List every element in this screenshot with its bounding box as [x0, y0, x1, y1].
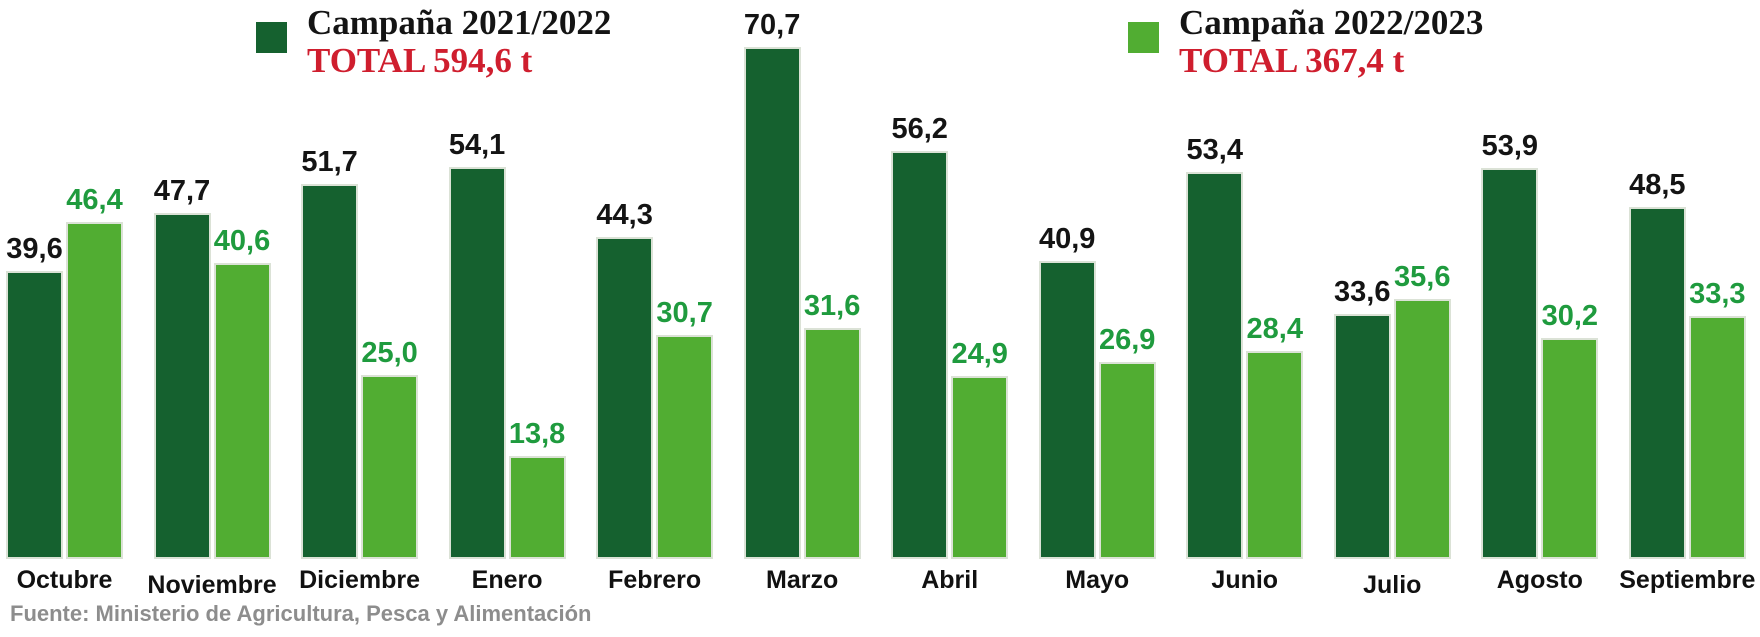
month-group-noviembre: 47,7 40,6 Noviembre — [147, 175, 276, 599]
value-label: 40,9 — [1038, 223, 1096, 255]
value-label: 40,6 — [213, 225, 271, 257]
month-group-febrero: 44,3 30,7 Febrero — [596, 199, 713, 594]
value-label: 24,9 — [951, 338, 1008, 370]
month-label-mayo: Mayo — [1065, 566, 1130, 594]
value-label: 28,4 — [1246, 313, 1303, 345]
value-label: 31,6 — [803, 290, 861, 322]
legend-swatch-light-green — [1128, 22, 1159, 53]
legend-total-2021-2022: TOTAL 594,6 t — [307, 41, 533, 80]
month-label-diciembre: Diciembre — [299, 566, 421, 594]
bar-2022-2023-enero: 13,8 — [509, 418, 565, 557]
value-label: 46,4 — [66, 184, 123, 216]
bar-2022-2023-diciembre: 25,0 — [361, 337, 418, 557]
value-label: 56,2 — [891, 113, 948, 145]
bar-2022-2023-agosto: 30,2 — [1542, 300, 1598, 557]
month-group-mayo: 40,9 26,9 Mayo — [1039, 223, 1155, 594]
value-label: 44,3 — [596, 199, 653, 231]
legend-label-2022-2023: Campaña 2022/2023 — [1179, 3, 1484, 42]
value-label: 33,3 — [1689, 278, 1746, 310]
legend-total-2022-2023: TOTAL 367,4 t — [1179, 41, 1405, 80]
bar-2021-2022-octubre: 39,6 — [6, 233, 63, 557]
bar-2021-2022-julio: 33,6 — [1334, 276, 1391, 557]
value-label: 30,7 — [656, 297, 713, 329]
bar-2021-2022-diciembre: 51,7 — [301, 146, 358, 557]
month-group-enero: 54,1 13,8 Enero — [449, 129, 565, 594]
value-label: 13,8 — [508, 418, 566, 450]
month-group-octubre: 39,6 46,4 Octubre — [6, 184, 123, 594]
value-label: 35,6 — [1394, 261, 1451, 293]
source-attribution: Fuente: Ministerio de Agricultura, Pesca… — [10, 601, 592, 626]
legend-text-2021-2022: Campaña 2021/2022 TOTAL 594,6 t — [307, 4, 611, 80]
month-label-julio: Julio — [1363, 571, 1422, 599]
value-label: 53,9 — [1481, 130, 1539, 162]
month-group-junio: 53,4 28,4 Junio — [1187, 134, 1303, 594]
legend-2022-2023: Campaña 2022/2023 TOTAL 367,4 t — [1128, 4, 1483, 80]
bar-2021-2022-junio: 53,4 — [1187, 134, 1243, 557]
month-label-abril: Abril — [921, 566, 979, 594]
bar-chart: 39,6 46,4 Octubre 47,7 40,6 Noviembre 51,7 25,0… — [6, 9, 1755, 599]
value-label: 54,1 — [448, 129, 506, 161]
month-label-agosto: Agosto — [1496, 566, 1583, 594]
bar-2022-2023-febrero: 30,7 — [656, 297, 713, 557]
legend-text-2022-2023: Campaña 2022/2023 TOTAL 367,4 t — [1179, 4, 1483, 80]
value-label: 70,7 — [743, 9, 801, 41]
value-label: 39,6 — [6, 233, 63, 265]
value-label: 51,7 — [301, 146, 358, 178]
bar-2022-2023-octubre: 46,4 — [66, 184, 123, 557]
value-label: 48,5 — [1629, 169, 1686, 201]
month-group-septiembre: 48,5 33,3 Septiembre — [1619, 169, 1755, 594]
bar-2021-2022-agosto: 53,9 — [1482, 130, 1538, 557]
month-label-junio: Junio — [1211, 566, 1279, 594]
month-label-octubre: Octubre — [16, 566, 113, 594]
month-label-febrero: Febrero — [608, 566, 702, 594]
bar-2022-2023-julio: 35,6 — [1394, 261, 1451, 557]
value-label: 47,7 — [153, 175, 211, 207]
month-label-marzo: Marzo — [766, 566, 839, 594]
bar-2022-2023-marzo: 31,6 — [804, 290, 860, 557]
month-group-julio: 33,6 35,6 Julio — [1334, 261, 1451, 599]
month-label-septiembre: Septiembre — [1619, 566, 1756, 594]
month-label-enero: Enero — [471, 566, 543, 594]
value-label: 30,2 — [1541, 300, 1599, 332]
bar-2021-2022-enero: 54,1 — [449, 129, 505, 557]
bar-2022-2023-junio: 28,4 — [1247, 313, 1303, 557]
bar-2021-2022-mayo: 40,9 — [1039, 223, 1095, 557]
month-group-diciembre: 51,7 25,0 Diciembre — [299, 146, 420, 594]
bar-2022-2023-noviembre: 40,6 — [214, 225, 270, 557]
value-label: 26,9 — [1098, 324, 1156, 356]
bar-2022-2023-mayo: 26,9 — [1099, 324, 1155, 557]
bar-2021-2022-noviembre: 47,7 — [154, 175, 210, 557]
legend-2021-2022: Campaña 2021/2022 TOTAL 594,6 t — [256, 4, 611, 80]
bar-2022-2023-abril: 24,9 — [951, 338, 1008, 557]
legend-swatch-dark-green — [256, 22, 287, 53]
month-group-agosto: 53,9 30,2 Agosto — [1482, 130, 1598, 594]
month-group-marzo: 70,7 31,6 Marzo — [744, 9, 860, 594]
bar-2021-2022-abril: 56,2 — [891, 113, 948, 557]
bar-2021-2022-septiembre: 48,5 — [1629, 169, 1686, 557]
month-label-noviembre: Noviembre — [147, 571, 277, 599]
month-group-abril: 56,2 24,9 Abril — [891, 113, 1008, 594]
value-label: 53,4 — [1186, 134, 1243, 166]
bar-2021-2022-marzo: 70,7 — [744, 9, 800, 557]
legend-label-2021-2022: Campaña 2021/2022 — [307, 3, 612, 42]
value-label: 25,0 — [361, 337, 418, 369]
value-label: 33,6 — [1334, 276, 1391, 308]
bar-2021-2022-febrero: 44,3 — [596, 199, 653, 557]
bar-2022-2023-septiembre: 33,3 — [1689, 278, 1746, 557]
